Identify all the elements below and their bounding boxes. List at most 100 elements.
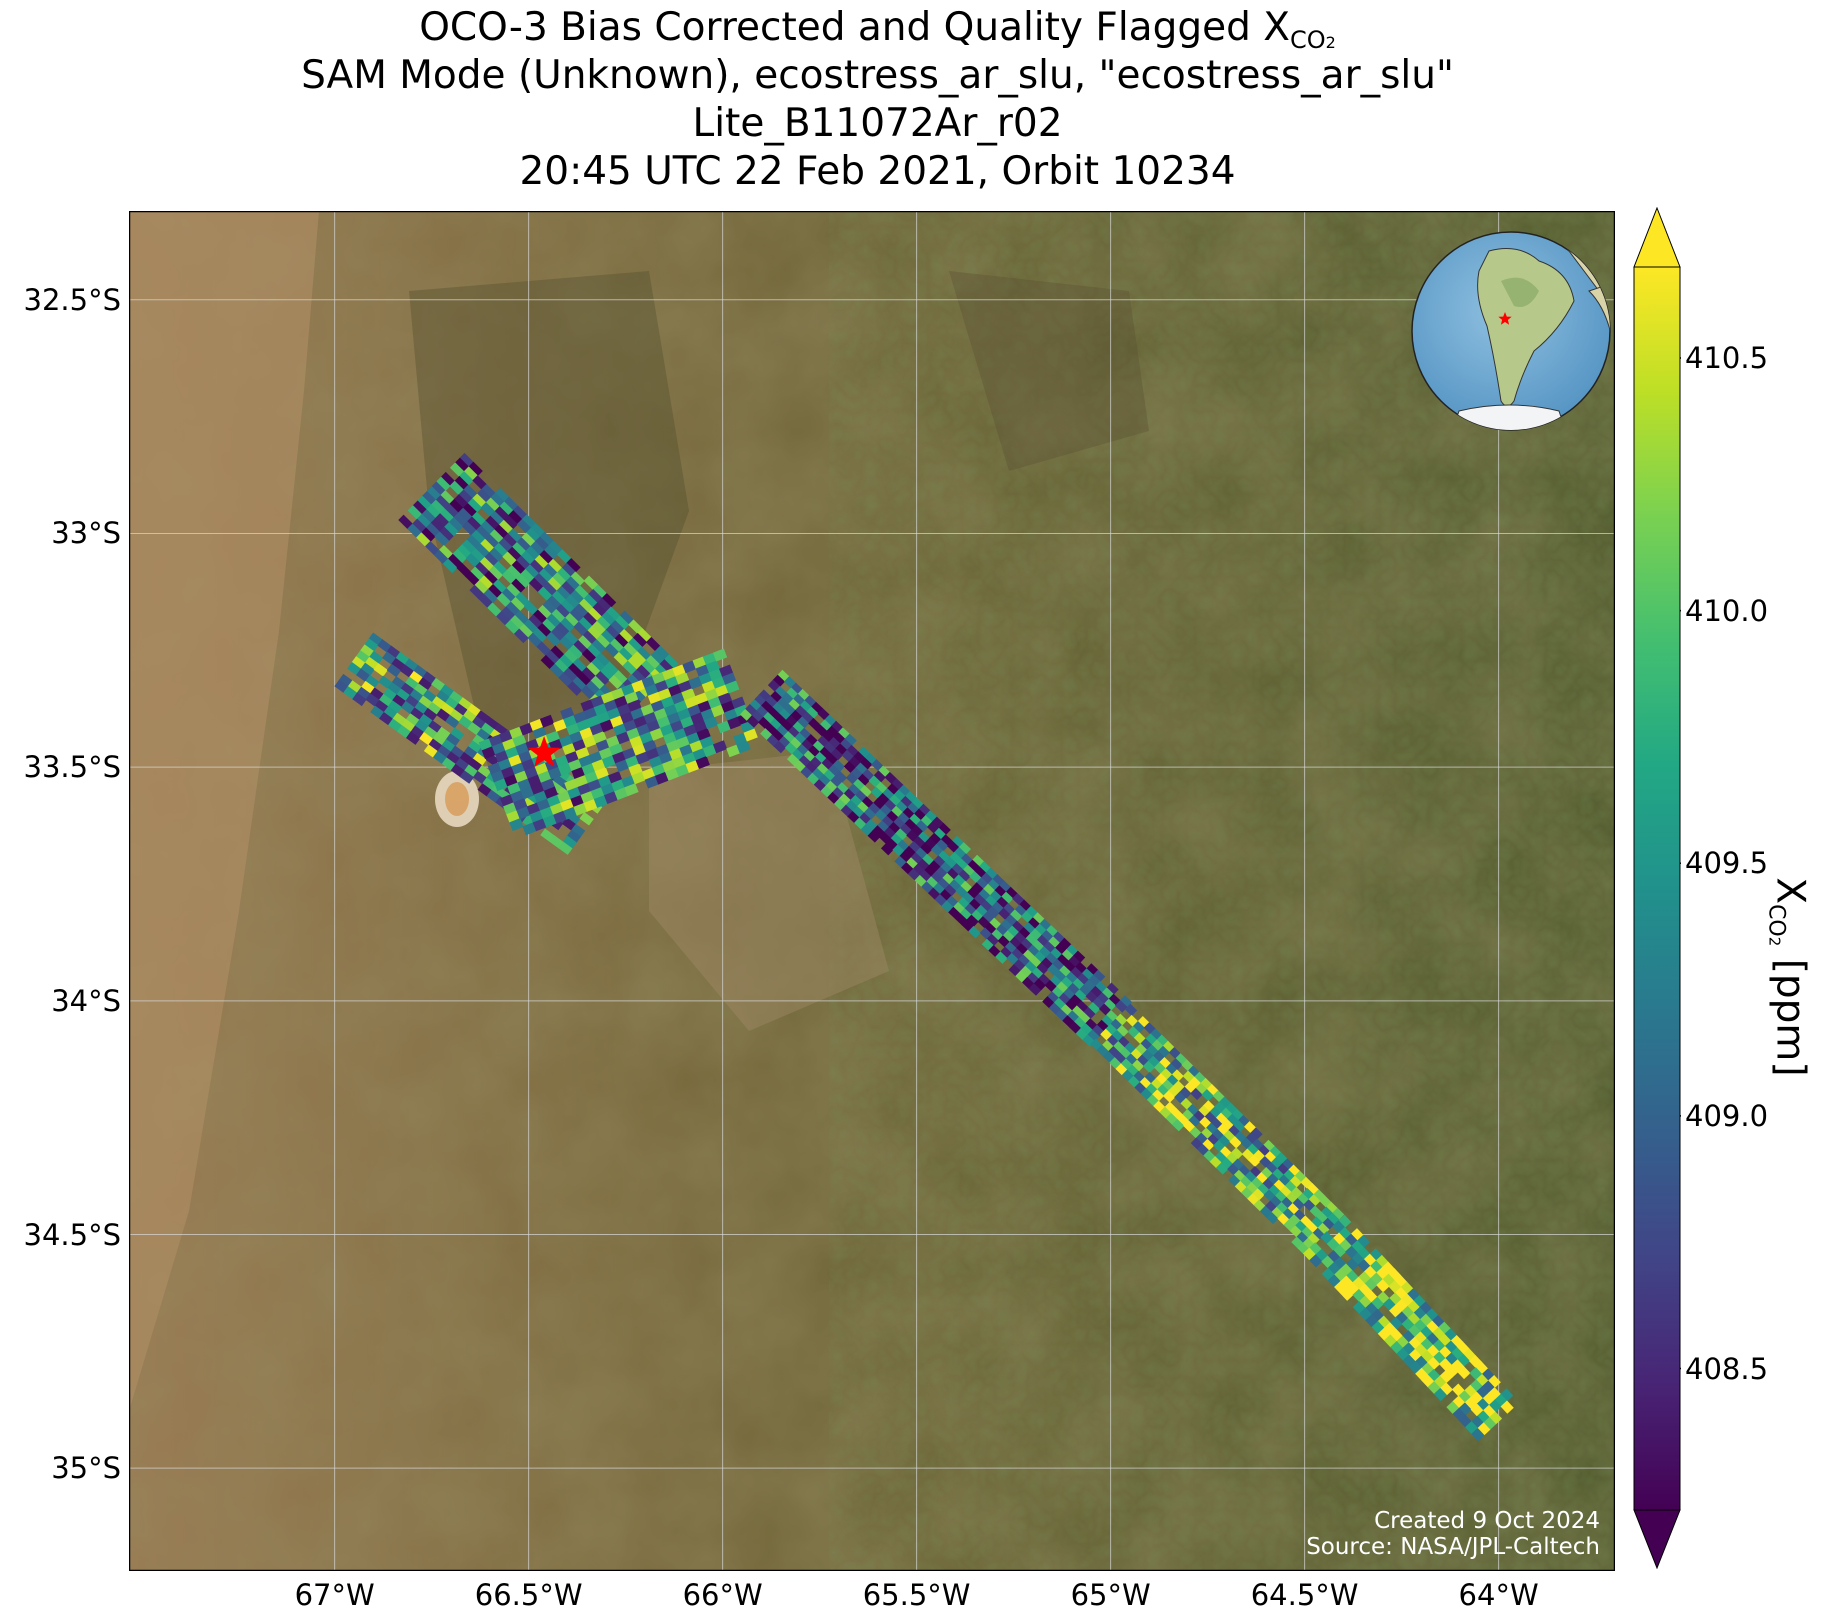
xco2-sounding — [467, 498, 482, 513]
xco2-sounding — [422, 689, 437, 704]
xco2-sounding — [432, 732, 447, 747]
xco2-sounding — [438, 544, 454, 560]
xco2-sounding — [1340, 1287, 1354, 1301]
colorbar-label-2: 2 — [1765, 936, 1784, 947]
xco2-sounding — [558, 762, 573, 776]
xco2-sounding — [857, 773, 870, 787]
xco2-sounding — [554, 658, 569, 674]
xco2-sounding — [466, 534, 481, 550]
xco2-sounding — [404, 676, 419, 691]
xco2-sounding — [587, 607, 603, 623]
xco2-sounding — [392, 712, 407, 727]
xco2-sounding — [387, 682, 402, 696]
xco2-sounding — [364, 638, 379, 652]
xco2-sounding — [688, 676, 703, 690]
xco2-sounding — [549, 835, 564, 849]
xco2-sounding — [593, 794, 609, 808]
xco2-sounding — [511, 560, 526, 575]
colorbar-ticks — [1680, 357, 1681, 1370]
xco2-sounding — [441, 757, 457, 771]
xco2-sounding — [573, 802, 588, 816]
xco2-sounding — [529, 559, 545, 575]
xco2-sounding — [417, 495, 432, 511]
xco2-sounding — [515, 555, 531, 571]
xco2-sounding — [461, 539, 477, 555]
xco2-sounding — [454, 457, 470, 473]
xco2-sounding — [409, 707, 425, 721]
lat-tick-label: 34°S — [51, 983, 121, 1018]
xco2-sounding — [1332, 1244, 1347, 1258]
xco2-sounding — [536, 623, 552, 638]
xco2-sounding — [454, 757, 470, 772]
xco2-sounding — [521, 532, 536, 548]
xco2-sounding — [1116, 1024, 1129, 1038]
xco2-sounding — [844, 733, 857, 747]
xco2-sounding — [512, 505, 528, 521]
xco2-sounding — [413, 664, 428, 679]
xco2-sounding — [359, 644, 375, 658]
xco2-sounding — [636, 646, 652, 662]
xco2-sounding — [553, 810, 568, 824]
xco2-sounding — [474, 561, 490, 577]
xco2-sounding — [649, 727, 665, 741]
xco2-sounding — [578, 598, 594, 614]
xco2-sounding — [685, 759, 700, 773]
xco2-sounding — [338, 673, 353, 688]
xco2-sounding — [695, 756, 710, 769]
xco2-sounding — [446, 751, 461, 765]
xco2-sounding — [509, 818, 524, 832]
xco2-sounding — [558, 841, 573, 855]
xco2-sounding — [433, 549, 449, 565]
lat-tick-label: 33°S — [51, 516, 121, 551]
xco2-sounding — [368, 632, 383, 646]
xco2-sounding — [427, 702, 442, 716]
xco2-sounding — [1230, 1147, 1243, 1160]
xco2-sounding — [505, 601, 521, 617]
xco2-sounding — [585, 680, 601, 696]
colorbar-label-co: CO — [1763, 904, 1789, 937]
xco2-sounding — [374, 699, 389, 714]
xco2-sounding — [1171, 1069, 1184, 1082]
xco2-sounding — [444, 503, 459, 519]
xco2-sounding — [581, 666, 597, 682]
target-star-icon — [528, 736, 561, 767]
xco2-sounding — [1364, 1277, 1378, 1292]
xco2-sounding — [479, 538, 495, 554]
xco2-sounding — [465, 571, 480, 586]
xco2-sounding — [511, 541, 527, 557]
xco2-sounding — [1250, 1127, 1263, 1140]
xco2-sounding — [462, 502, 478, 518]
xco2-sounding — [995, 951, 1008, 964]
xco2-sounding — [379, 712, 394, 726]
xco2-sounding — [386, 663, 402, 678]
xco2-sounding — [481, 483, 496, 499]
lon-tick-label: 66.5°W — [474, 1578, 583, 1612]
xco2-sounding — [558, 654, 574, 669]
xco2-sounding — [360, 662, 375, 677]
xco2-sounding — [539, 531, 555, 547]
xco2-sounding — [382, 651, 397, 665]
xco2-sounding — [1356, 1234, 1370, 1249]
xco2-sounding — [1345, 1257, 1359, 1272]
xco2-sounding — [943, 884, 957, 897]
colorbar-tick-label: 410.0 — [1685, 593, 1769, 628]
credit-source: Source: NASA/JPL-Caltech — [1306, 1534, 1600, 1560]
xco2-sounding — [1309, 1254, 1323, 1268]
map-panel[interactable] — [129, 211, 1615, 1571]
xco2-sounding — [477, 764, 492, 779]
xco2-sounding — [572, 639, 588, 655]
colorbar-max-extend — [1633, 207, 1681, 268]
xco2-sounding — [399, 664, 415, 678]
colorbar — [1633, 207, 1681, 1569]
map-frame — [129, 211, 1615, 1571]
xco2-sounding — [430, 517, 445, 533]
xco2-sounding — [507, 510, 523, 525]
xco2-sounding — [702, 744, 718, 758]
xco2-sounding — [431, 481, 446, 497]
xco2-sounding — [601, 593, 617, 608]
xco2-sounding — [564, 631, 579, 646]
xco2-sounding — [1218, 1134, 1231, 1148]
xco2-sounding — [1188, 1115, 1201, 1128]
xco2-sounding — [832, 759, 845, 773]
xco2-sounding — [448, 498, 464, 514]
